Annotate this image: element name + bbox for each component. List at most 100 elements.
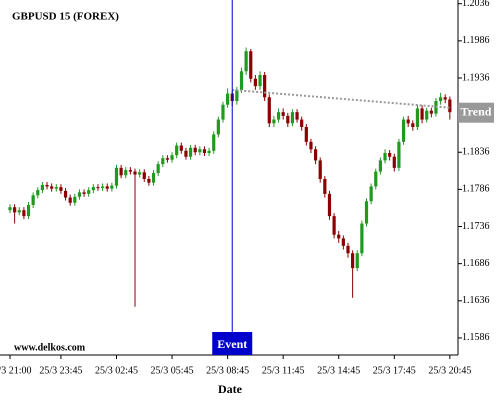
candle-body xyxy=(165,158,170,160)
y-tick-label: 1.1936 xyxy=(462,72,490,83)
candle-body xyxy=(258,75,262,87)
candle-body xyxy=(239,71,244,90)
candle-body xyxy=(45,184,49,187)
trend-line xyxy=(232,88,450,109)
candle-body xyxy=(26,204,31,217)
candle-body xyxy=(286,115,290,124)
candle-body xyxy=(295,112,299,120)
y-tick-label: 1.1586 xyxy=(462,332,490,343)
candle-body xyxy=(161,158,165,165)
trend-label: Trend xyxy=(461,104,492,118)
y-tick-label: 1.1686 xyxy=(462,258,490,269)
candle-body xyxy=(114,167,119,186)
plot-area xyxy=(0,0,458,355)
candle-body xyxy=(374,171,378,187)
candle-body xyxy=(392,156,396,168)
y-tick-label: 1.1986 xyxy=(462,35,490,46)
candle-body xyxy=(73,196,77,203)
candle-body xyxy=(378,160,382,172)
candle-body xyxy=(411,123,415,127)
candle-body xyxy=(22,210,26,217)
x-tick-label: 25/3 05:45 xyxy=(151,365,194,376)
x-tick-label: 25/3 02:45 xyxy=(95,365,138,376)
candle-body xyxy=(397,141,401,168)
x-tick-label: 25/3 17:45 xyxy=(373,365,416,376)
x-tick-label: 25/3 14:45 xyxy=(317,365,360,376)
candle-body xyxy=(253,78,257,87)
candle-body xyxy=(304,126,308,142)
candle-body xyxy=(91,187,95,191)
candle-body xyxy=(179,145,183,151)
candle-body xyxy=(151,173,156,183)
candle-body xyxy=(17,210,21,213)
y-tick-label: 1.2036 xyxy=(462,0,490,9)
candle-body xyxy=(198,149,202,153)
chart-title: GBPUSD 15 (FOREX) xyxy=(12,11,119,23)
candle-body xyxy=(8,207,12,211)
candle-body xyxy=(401,119,406,142)
candle-body xyxy=(267,97,271,124)
trend-label-box xyxy=(458,102,494,123)
candle-body xyxy=(383,152,387,161)
candle-body xyxy=(438,97,443,102)
candle-body xyxy=(221,104,225,120)
candle-body xyxy=(346,245,350,254)
candle-body xyxy=(50,186,54,189)
candle-body xyxy=(68,197,72,203)
candle-body xyxy=(188,147,193,157)
candle-body xyxy=(406,119,410,124)
candle-body xyxy=(425,110,429,120)
candle-body xyxy=(360,223,364,254)
candle-body xyxy=(337,234,341,239)
candle-body xyxy=(281,112,285,116)
candle-body xyxy=(364,201,369,224)
candle-body xyxy=(443,97,447,100)
candle-body xyxy=(96,187,100,189)
candle-body xyxy=(216,119,220,135)
candle-body xyxy=(156,164,160,174)
candle-body xyxy=(309,141,313,150)
candle-body xyxy=(318,160,322,179)
candle-body xyxy=(332,216,336,235)
y-tick-label: 1.1736 xyxy=(462,221,490,232)
watermark: www.delkos.com xyxy=(14,342,86,353)
candle-body xyxy=(263,75,267,98)
candle-body xyxy=(226,93,230,105)
candle-body xyxy=(175,145,179,156)
y-tick-label: 1.1786 xyxy=(462,184,490,195)
candle-body xyxy=(128,170,132,172)
candle-body xyxy=(415,108,420,127)
candle-body xyxy=(276,112,281,120)
x-tick-label: 25/3 20:45 xyxy=(428,365,471,376)
candle-body xyxy=(235,89,239,102)
candle-body xyxy=(184,150,188,157)
x-tick-label: 25/3 23:45 xyxy=(39,365,82,376)
candle-body xyxy=(369,186,373,202)
candle-body xyxy=(110,185,114,189)
y-tick-label: 1.1836 xyxy=(462,147,490,158)
candle-body xyxy=(202,149,207,153)
candle-body xyxy=(313,149,318,161)
candle-body xyxy=(249,51,253,79)
candle-body xyxy=(341,238,345,246)
candle-body xyxy=(31,195,35,205)
candle-body xyxy=(429,110,433,114)
candle-body xyxy=(300,119,304,127)
candle-body xyxy=(351,253,355,269)
x-tick-label: 25/3 21:00 xyxy=(0,365,32,376)
candle-body xyxy=(272,119,276,124)
candle-body xyxy=(327,193,332,217)
candle-body xyxy=(77,192,82,197)
x-tick-label: 25/3 11:45 xyxy=(262,365,305,376)
candle-body xyxy=(133,171,137,175)
x-axis-label: Date xyxy=(218,382,243,396)
candle-body xyxy=(54,187,58,189)
candle-body xyxy=(290,112,295,124)
candle-body xyxy=(193,147,197,153)
x-tick-label: 25/3 08:45 xyxy=(206,365,249,376)
event-label-box xyxy=(212,332,253,355)
candle-body xyxy=(40,184,45,191)
candle-body xyxy=(82,192,86,194)
candle-body xyxy=(323,178,327,194)
